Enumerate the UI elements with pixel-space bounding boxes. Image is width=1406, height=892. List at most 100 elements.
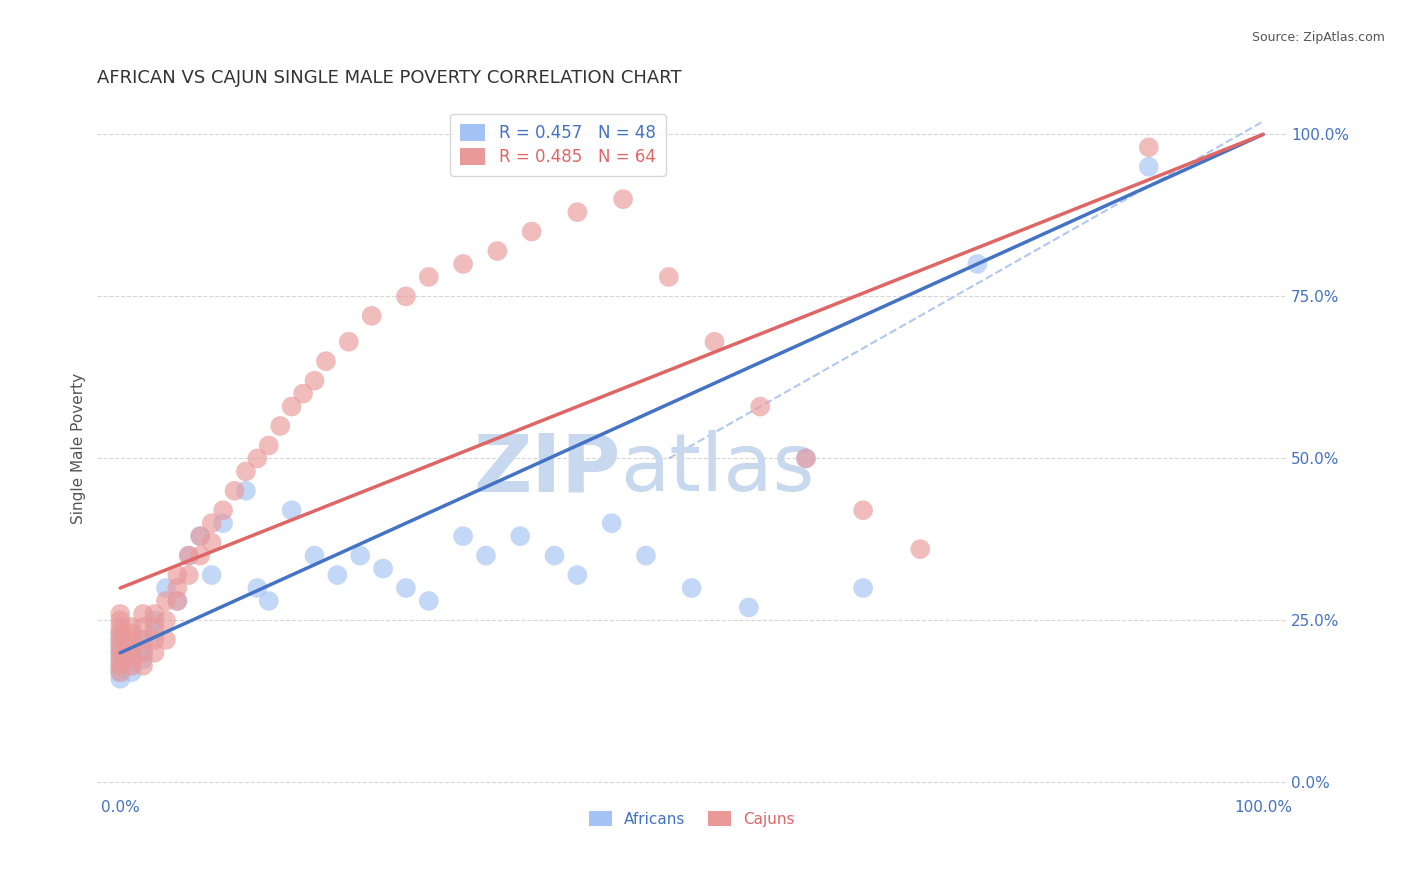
- Point: [155, 581, 177, 595]
- Point: [658, 269, 681, 284]
- Point: [108, 652, 131, 666]
- Text: ZIP: ZIP: [472, 431, 620, 508]
- Point: [418, 594, 440, 608]
- Point: [235, 483, 257, 498]
- Point: [143, 614, 166, 628]
- Point: [121, 640, 143, 654]
- Point: [143, 626, 166, 640]
- Point: [292, 386, 315, 401]
- Point: [132, 632, 155, 647]
- Point: [201, 568, 224, 582]
- Point: [108, 614, 131, 628]
- Text: AFRICAN VS CAJUN SINGLE MALE POVERTY CORRELATION CHART: AFRICAN VS CAJUN SINGLE MALE POVERTY COR…: [97, 69, 682, 87]
- Point: [132, 607, 155, 621]
- Point: [246, 581, 269, 595]
- Point: [108, 646, 131, 660]
- Point: [852, 581, 875, 595]
- Point: [121, 626, 143, 640]
- Point: [349, 549, 371, 563]
- Point: [201, 535, 224, 549]
- Point: [177, 549, 200, 563]
- Point: [188, 529, 211, 543]
- Point: [749, 400, 772, 414]
- Point: [121, 665, 143, 680]
- Point: [108, 652, 131, 666]
- Point: [155, 594, 177, 608]
- Point: [132, 620, 155, 634]
- Point: [738, 600, 761, 615]
- Point: [177, 549, 200, 563]
- Point: [703, 334, 725, 349]
- Point: [132, 632, 155, 647]
- Point: [852, 503, 875, 517]
- Point: [280, 503, 302, 517]
- Point: [451, 529, 474, 543]
- Point: [121, 652, 143, 666]
- Text: atlas: atlas: [620, 431, 814, 508]
- Point: [451, 257, 474, 271]
- Point: [177, 568, 200, 582]
- Point: [235, 464, 257, 478]
- Point: [794, 451, 817, 466]
- Point: [166, 568, 188, 582]
- Point: [121, 640, 143, 654]
- Point: [132, 646, 155, 660]
- Point: [143, 620, 166, 634]
- Point: [360, 309, 382, 323]
- Point: [304, 374, 326, 388]
- Point: [166, 581, 188, 595]
- Point: [418, 269, 440, 284]
- Point: [121, 658, 143, 673]
- Point: [337, 334, 360, 349]
- Text: Source: ZipAtlas.com: Source: ZipAtlas.com: [1251, 31, 1385, 45]
- Point: [1137, 140, 1160, 154]
- Point: [1137, 160, 1160, 174]
- Point: [143, 646, 166, 660]
- Point: [108, 640, 131, 654]
- Point: [121, 632, 143, 647]
- Point: [280, 400, 302, 414]
- Point: [188, 549, 211, 563]
- Point: [520, 225, 543, 239]
- Point: [121, 652, 143, 666]
- Point: [269, 419, 291, 434]
- Point: [475, 549, 498, 563]
- Point: [108, 665, 131, 680]
- Point: [201, 516, 224, 531]
- Point: [121, 658, 143, 673]
- Point: [166, 594, 188, 608]
- Point: [395, 289, 418, 303]
- Point: [600, 516, 623, 531]
- Point: [315, 354, 337, 368]
- Point: [121, 646, 143, 660]
- Legend: Africans, Cajuns: Africans, Cajuns: [582, 805, 801, 833]
- Point: [132, 652, 155, 666]
- Point: [326, 568, 349, 582]
- Point: [612, 192, 634, 206]
- Point: [108, 632, 131, 647]
- Point: [371, 561, 394, 575]
- Y-axis label: Single Male Poverty: Single Male Poverty: [72, 373, 86, 524]
- Point: [395, 581, 418, 595]
- Point: [794, 451, 817, 466]
- Point: [304, 549, 326, 563]
- Point: [681, 581, 703, 595]
- Point: [121, 646, 143, 660]
- Point: [108, 658, 131, 673]
- Point: [966, 257, 988, 271]
- Point: [567, 568, 589, 582]
- Point: [155, 614, 177, 628]
- Point: [108, 672, 131, 686]
- Point: [143, 632, 166, 647]
- Point: [108, 607, 131, 621]
- Point: [108, 620, 131, 634]
- Point: [543, 549, 565, 563]
- Point: [567, 205, 589, 219]
- Point: [108, 658, 131, 673]
- Point: [143, 607, 166, 621]
- Point: [910, 542, 932, 557]
- Point: [166, 594, 188, 608]
- Point: [108, 632, 131, 647]
- Point: [108, 640, 131, 654]
- Point: [509, 529, 531, 543]
